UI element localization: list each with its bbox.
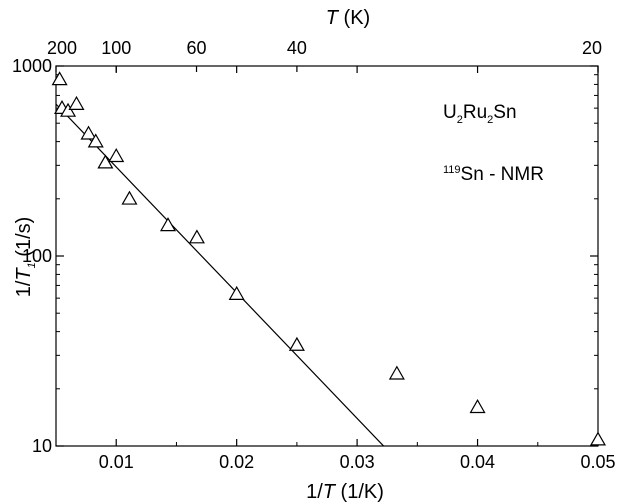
y-axis-title-unit: (1/s): [13, 217, 35, 263]
compound-p2: Ru: [463, 102, 487, 123]
top-axis-title-unit: (K): [338, 7, 370, 29]
data-point: [388, 365, 405, 380]
data-point: [589, 431, 607, 446]
nmr-text: Sn - NMR: [461, 164, 544, 185]
compound-s1: 2: [457, 114, 463, 126]
top-tick-label: 20: [582, 38, 602, 58]
data-point: [228, 285, 245, 300]
data-point: [80, 125, 97, 140]
top-axis-title: T (K): [326, 7, 370, 29]
data-point: [68, 95, 85, 110]
compound-annotation: U2Ru2Sn: [443, 102, 517, 126]
x-axis-title-symbol: T: [323, 481, 337, 503]
y-axis-title-sub: 1: [26, 262, 38, 268]
x-tick-label: 0.05: [580, 452, 615, 472]
x-tick-label: 0.04: [460, 452, 495, 472]
data-point: [188, 229, 205, 244]
y-tick-label: 1000: [12, 56, 52, 76]
nmr-sup: 119: [443, 164, 461, 176]
x-tick-label: 0.01: [99, 452, 134, 472]
x-axis-title-unit: (1/K): [335, 481, 384, 503]
data-point: [51, 71, 68, 86]
y-axis-title: 1/T1 (1/s): [13, 217, 38, 298]
x-tick-label: 0.02: [219, 452, 254, 472]
x-tick-label: 0.03: [340, 452, 375, 472]
top-tick-label: 60: [187, 38, 207, 58]
nmr-annotation: 119Sn - NMR: [443, 164, 544, 185]
data-point: [288, 336, 305, 351]
data-point: [121, 190, 138, 205]
data-point: [108, 148, 125, 163]
y-axis-title-symbol: T: [13, 267, 35, 281]
x-axis-title: 1/T (1/K): [306, 481, 384, 503]
y-tick-label: 10: [32, 436, 52, 456]
data-point: [87, 133, 104, 148]
top-tick-label: 40: [287, 38, 307, 58]
compound-p1: U: [443, 102, 457, 123]
top-axis-title-symbol: T: [326, 7, 340, 29]
compound-s2: 2: [487, 114, 493, 126]
compound-p3: Sn: [493, 102, 516, 123]
top-tick-label: 100: [101, 38, 131, 58]
x-axis-title-prefix: 1/: [306, 481, 323, 503]
plot-frame: [55, 65, 599, 447]
y-tick-label: 100: [22, 246, 52, 266]
data-point: [159, 217, 177, 232]
data-point: [469, 399, 486, 414]
top-tick-label: 200: [47, 38, 77, 58]
y-axis-title-prefix: 1/: [13, 280, 35, 297]
data-point: [60, 102, 77, 117]
